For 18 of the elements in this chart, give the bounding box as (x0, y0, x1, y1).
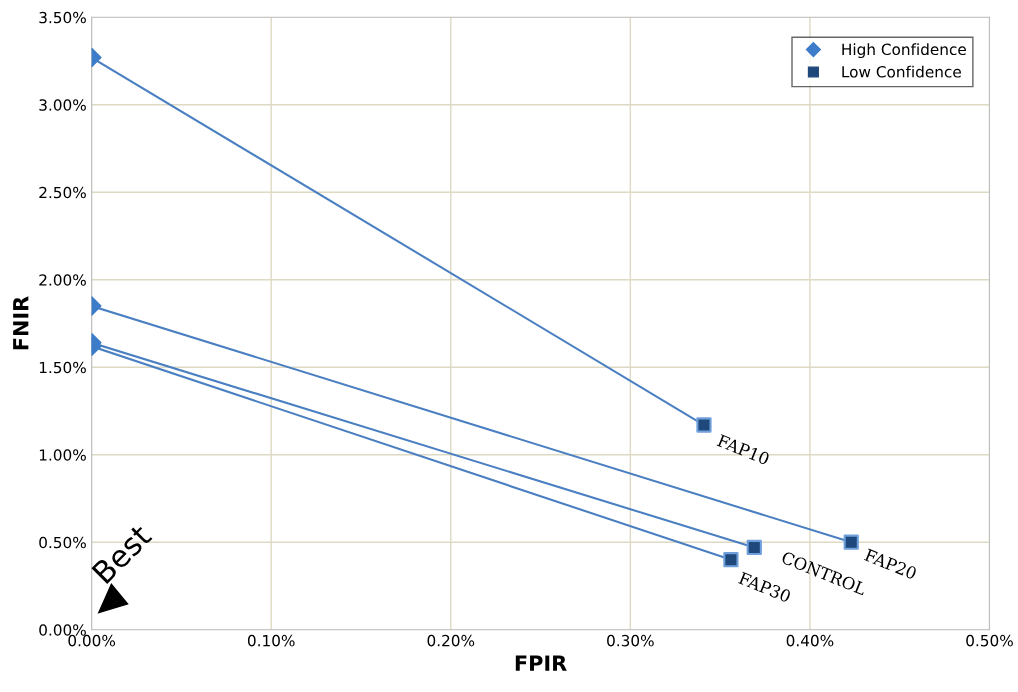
x-tick-label: 0.40% (786, 634, 834, 647)
y-tick-label: 0.50% (39, 536, 86, 549)
y-tick-label: 0.00% (39, 624, 86, 636)
x-axis-title: FPIR (515, 655, 567, 671)
legend-label: High Confidence (842, 43, 966, 59)
y-tick-label: 2.50% (39, 186, 86, 199)
y-tick-label: 3.50% (39, 11, 86, 24)
legend-label: Low Confidence (842, 65, 961, 78)
x-tick-label: 0.20% (427, 634, 475, 647)
y-axis-title: FNIR (13, 296, 29, 350)
y-tick-label: 1.50% (39, 361, 86, 374)
x-tick-label: 0.50% (966, 634, 1013, 647)
y-tick-label: 2.00% (39, 274, 86, 286)
x-tick-label: 0.30% (607, 634, 654, 647)
y-tick-label: 3.00% (39, 99, 86, 111)
y-tick-label: 1.00% (39, 449, 86, 461)
x-tick-label: 0.10% (247, 634, 295, 647)
x-tick-label: 0.00% (68, 634, 116, 647)
